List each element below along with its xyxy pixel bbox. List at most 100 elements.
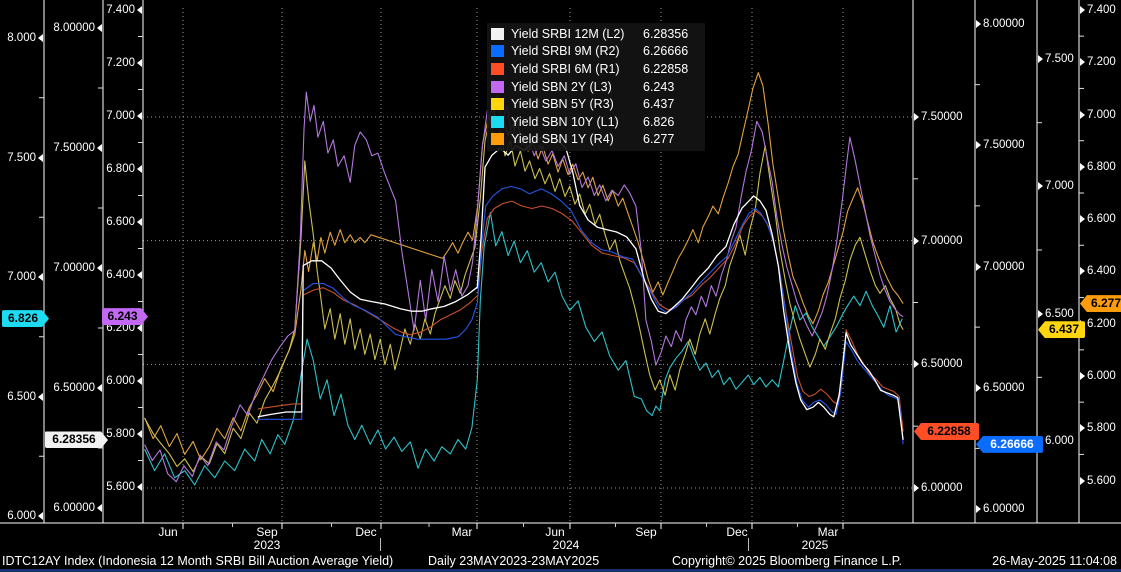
y-tick-label-L2: 6.00000 — [0, 501, 102, 515]
legend-label: Yield SBN 5Y (R3) — [511, 97, 614, 112]
tick-arrow-icon — [137, 6, 142, 14]
last-value-tag-sbn-10y[interactable]: 6.826 — [2, 310, 49, 327]
legend-last-value: 6.437 — [643, 97, 675, 112]
y-axis-R4[interactable] — [1079, 0, 1121, 523]
series-line-srbi-6m — [257, 200, 904, 432]
last-value-tag-srbi-12m[interactable]: 6.28356 — [45, 431, 108, 448]
legend-item-srbi-12m[interactable]: Yield SRBI 12M (L2) 6.28356 — [491, 25, 699, 43]
legend-swatch-icon — [491, 98, 504, 111]
tick-arrow-icon — [137, 218, 142, 226]
tick-arrow-icon — [976, 20, 981, 28]
legend-item-sbn-10y[interactable]: Yield SBN 10Y (L1) 6.826 — [491, 113, 699, 131]
x-tick-label-month: Jun — [158, 525, 178, 539]
legend-last-value: 6.26666 — [643, 44, 689, 59]
last-value-tag-sbn-5y[interactable]: 6.437 — [1038, 321, 1085, 339]
y-tick-label-L3: 6.000 — [0, 374, 142, 388]
y-tick-label-R3: 6.500 — [1038, 307, 1074, 321]
legend-label: Yield SRBI 6M (R1) — [511, 61, 620, 76]
tick-arrow-icon — [914, 484, 919, 492]
tick-arrow-icon — [97, 264, 102, 272]
tick-arrow-icon — [137, 377, 142, 385]
series-line-sbn-1y — [144, 72, 904, 461]
legend-item-sbn-1y[interactable]: Yield SBN 1Y (R4) 6.277 — [491, 131, 699, 149]
y-tick-label-R3: 6.000 — [1038, 434, 1074, 448]
legend-last-value: 6.826 — [643, 114, 675, 129]
series-line-sbn-5y — [144, 117, 904, 473]
y-tick-label-R4: 7.400 — [1080, 3, 1116, 17]
legend-item-sbn-2y[interactable]: Yield SBN 2Y (L3) 6.243 — [491, 78, 699, 96]
tick-arrow-icon — [914, 236, 919, 245]
y-tick-label-R4: 6.400 — [1080, 264, 1116, 278]
chart-legend: Yield SRBI 12M (L2) 6.28356 Yield SRBI 9M … — [487, 23, 705, 152]
legend-label: Yield SRBI 12M (L2) — [511, 26, 625, 41]
y-tick-label-L3: 5.600 — [0, 480, 142, 494]
x-tick-label-year: 2023 — [253, 538, 281, 552]
y-tick-label-R3: 7.500 — [1038, 52, 1074, 66]
legend-item-sbn-5y[interactable]: Yield SBN 5Y (R3) 6.437 — [491, 95, 699, 113]
legend-item-srbi-6m[interactable]: Yield SRBI 6M (R1) 6.22858 — [491, 60, 699, 78]
tick-arrow-icon — [1080, 58, 1085, 67]
x-tick-label-month: Sep — [635, 525, 657, 539]
tick-arrow-icon — [97, 144, 102, 152]
last-value-tag-sbn-2y[interactable]: 6.243 — [102, 308, 148, 325]
series-line-srbi-9m — [257, 185, 904, 445]
tick-arrow-icon — [38, 392, 43, 401]
legend-item-srbi-9m[interactable]: Yield SRBI 9M (R2) 6.26666 — [491, 43, 699, 61]
tick-arrow-icon — [97, 384, 102, 392]
legend-swatch-icon — [491, 62, 504, 75]
year-divider — [380, 538, 381, 551]
series-line-sbn-2y — [144, 91, 904, 483]
tick-arrow-icon — [137, 430, 142, 438]
y-tick-label-R4: 6.200 — [1080, 317, 1116, 331]
window-bottom-border — [0, 569, 1121, 572]
y-tick-label-R2: 8.00000 — [976, 17, 1025, 31]
y-tick-label-R4: 5.800 — [1080, 421, 1116, 435]
tick-arrow-icon — [38, 512, 43, 520]
x-tick-label-year: 2024 — [552, 538, 580, 552]
tick-arrow-icon — [914, 113, 919, 121]
legend-last-value: 6.243 — [643, 79, 675, 94]
tick-arrow-icon — [914, 360, 919, 369]
tick-arrow-icon — [38, 153, 43, 162]
y-tick-label-R4: 6.000 — [1080, 369, 1116, 383]
last-value-tag-srbi-9m[interactable]: 6.26666 — [976, 435, 1043, 453]
series-line-sbn-10y — [144, 211, 903, 486]
tick-arrow-icon — [1080, 476, 1085, 485]
tick-arrow-icon — [1038, 182, 1043, 191]
legend-swatch-icon — [491, 80, 504, 93]
y-tick-label-R1: 6.50000 — [914, 357, 963, 371]
tick-arrow-icon — [976, 141, 981, 150]
legend-last-value: 6.22858 — [643, 61, 689, 76]
tick-arrow-icon — [38, 273, 43, 281]
tick-arrow-icon — [1038, 55, 1043, 63]
x-tick-label-month: Mar — [817, 525, 839, 539]
legend-last-value: 6.28356 — [643, 26, 689, 41]
y-tick-label-R2: 6.00000 — [976, 502, 1025, 516]
last-value-tag-sbn-1y[interactable]: 6.277 — [1080, 295, 1121, 313]
x-tick-label-month: Jun — [545, 525, 565, 539]
x-tick-label-year: 2025 — [801, 538, 829, 552]
footer-instrument: IDTC12AY Index (Indonesia 12 Month SRBI … — [2, 554, 394, 568]
y-tick-label-L1: 6.000 — [0, 509, 43, 523]
x-tick-label-month: Sep — [256, 525, 278, 539]
legend-last-value: 6.277 — [643, 132, 675, 147]
y-axis-R1[interactable] — [913, 0, 957, 523]
y-tick-label-R1: 6.00000 — [914, 481, 963, 495]
last-value-tag-srbi-6m[interactable]: 6.22858 — [914, 422, 979, 440]
footer-date-range: Daily 23MAY2023-23MAY2025 — [428, 554, 600, 568]
y-axis-L3[interactable] — [99, 0, 143, 523]
y-tick-label-R2: 7.00000 — [976, 260, 1025, 274]
tick-arrow-icon — [97, 24, 102, 32]
legend-label: Yield SRBI 9M (R2) — [511, 44, 620, 59]
y-tick-label-L3: 7.000 — [0, 109, 142, 123]
y-tick-label-L3: 7.200 — [0, 56, 142, 70]
y-tick-label-R4: 6.600 — [1080, 212, 1116, 226]
y-tick-label-R4: 7.200 — [1080, 55, 1116, 69]
tick-arrow-icon — [137, 483, 142, 491]
tick-arrow-icon — [38, 34, 43, 42]
year-divider — [748, 538, 749, 551]
y-tick-label-L1: 8.000 — [0, 31, 43, 45]
legend-swatch-icon — [491, 45, 504, 58]
tick-arrow-icon — [976, 383, 981, 392]
